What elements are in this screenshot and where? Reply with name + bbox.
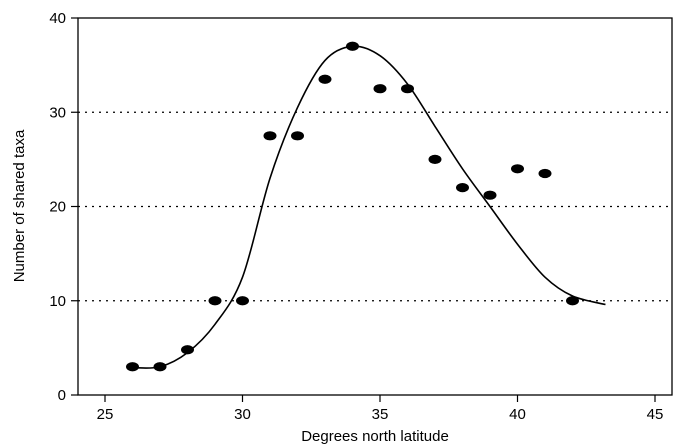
- data-point: [318, 74, 332, 84]
- y-tick-label: 0: [58, 387, 66, 404]
- data-point: [346, 41, 359, 51]
- y-tick-label: 10: [49, 293, 66, 310]
- data-point: [263, 131, 277, 141]
- y-tick-label: 20: [49, 199, 66, 216]
- plot-area: 25 30 35 40 45 0 10 20 30 40: [49, 10, 673, 423]
- data-point: [566, 296, 579, 306]
- data-point: [456, 183, 469, 193]
- y-tick-label: 40: [49, 10, 66, 27]
- data-point: [428, 154, 442, 164]
- x-tick-label: 35: [372, 406, 389, 423]
- fitted-curve: [132, 45, 606, 369]
- data-point: [236, 296, 249, 306]
- data-point: [538, 168, 552, 179]
- x-tick-label: 30: [234, 406, 251, 423]
- y-axis-title: Number of shared taxa: [11, 129, 28, 282]
- y-axis-ticks: 0 10 20 30 40: [49, 10, 78, 404]
- data-points: [126, 41, 579, 372]
- x-axis-ticks: 25 30 35 40 45: [97, 395, 664, 423]
- y-tick-label: 30: [49, 104, 66, 121]
- x-tick-label: 40: [509, 406, 526, 423]
- x-tick-label: 25: [97, 406, 114, 423]
- x-tick-label: 45: [647, 406, 664, 423]
- data-point: [153, 362, 167, 372]
- data-point: [401, 84, 414, 94]
- data-point: [181, 345, 194, 355]
- data-point: [483, 190, 497, 200]
- data-point: [208, 296, 222, 306]
- data-point: [291, 131, 304, 141]
- data-point: [126, 362, 139, 372]
- data-point: [373, 84, 387, 94]
- x-axis-title: Degrees north latitude: [301, 428, 449, 445]
- data-point: [511, 164, 524, 174]
- gridlines: [78, 111, 672, 302]
